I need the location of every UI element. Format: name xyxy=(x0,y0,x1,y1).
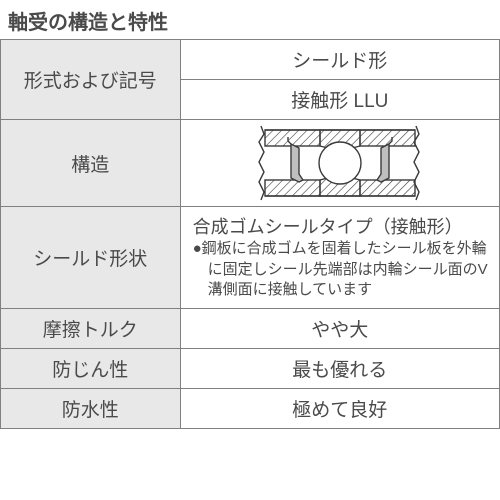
table-row: 構造 xyxy=(1,120,500,207)
row-label-friction: 摩擦トルク xyxy=(1,309,181,349)
row-label-shield: シールド形状 xyxy=(1,207,181,309)
bearing-diagram xyxy=(245,124,435,202)
page-title: 軸受の構造と特性 xyxy=(0,0,500,39)
row-label-format: 形式および記号 xyxy=(1,40,181,120)
format-line2: 接触形 LLU xyxy=(180,80,499,120)
table-row: 摩擦トルク やや大 xyxy=(1,309,500,349)
friction-value: やや大 xyxy=(180,309,499,349)
shield-main-text: 合成ゴムシールタイプ（接触形） xyxy=(193,215,489,239)
table-row: 防じん性 最も優れる xyxy=(1,349,500,389)
format-line1: シールド形 xyxy=(180,40,499,80)
table-row: 防水性 極めて良好 xyxy=(1,389,500,429)
spec-table: 形式および記号 シールド形 接触形 LLU 構造 シールド形状 合成ゴムシールタ… xyxy=(0,39,500,429)
row-label-dust: 防じん性 xyxy=(1,349,181,389)
row-label-water: 防水性 xyxy=(1,389,181,429)
water-value: 極めて良好 xyxy=(180,389,499,429)
shield-desc-cell: 合成ゴムシールタイプ（接触形） ●鋼板に合成ゴムを固着したシール板を外輪に固定し… xyxy=(180,207,499,309)
row-label-structure: 構造 xyxy=(1,120,181,207)
shield-sub-text: ●鋼板に合成ゴムを固着したシール板を外輪に固定しシール先端部は内輪シール面のV溝… xyxy=(193,239,489,300)
table-row: シールド形状 合成ゴムシールタイプ（接触形） ●鋼板に合成ゴムを固着したシール板… xyxy=(1,207,500,309)
dust-value: 最も優れる xyxy=(180,349,499,389)
table-row: 形式および記号 シールド形 xyxy=(1,40,500,80)
structure-diagram-cell xyxy=(180,120,499,207)
